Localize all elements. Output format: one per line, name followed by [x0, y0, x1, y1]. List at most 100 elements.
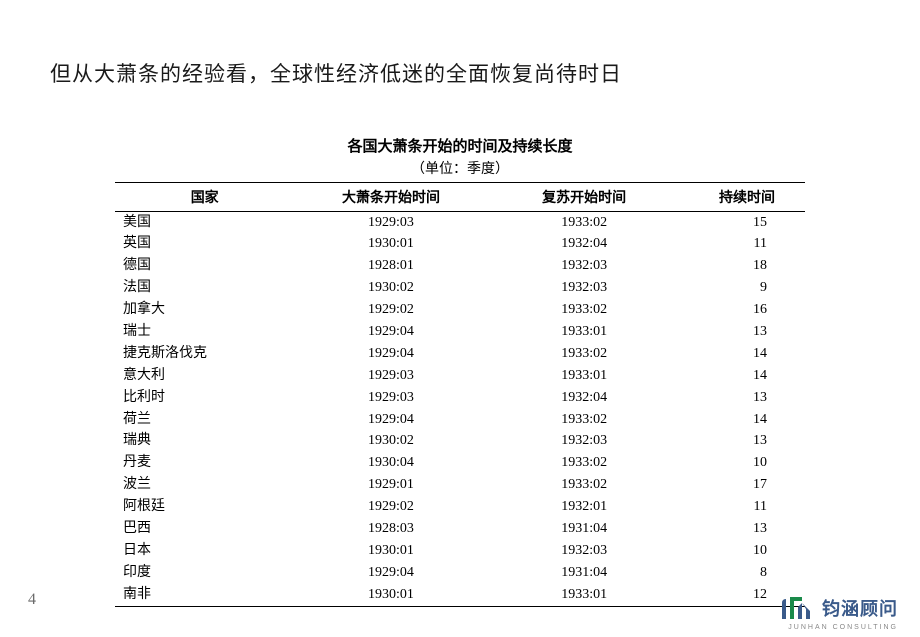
- table-cell: 英国: [115, 234, 294, 256]
- table-row: 南非1930:011933:0112: [115, 584, 805, 606]
- table-container: 各国大萧条开始的时间及持续长度 （单位：季度） 国家 大萧条开始时间 复苏开始时…: [115, 135, 805, 607]
- table-cell: 11: [681, 234, 805, 256]
- col-header-country: 国家: [115, 183, 294, 212]
- table-cell: 1928:01: [294, 256, 487, 278]
- table-cell: 1933:02: [488, 300, 681, 322]
- table-cell: 1929:02: [294, 300, 487, 322]
- table-row: 比利时1929:031932:0413: [115, 387, 805, 409]
- table-cell: 1932:04: [488, 387, 681, 409]
- table-cell: 1930:02: [294, 431, 487, 453]
- table-cell: 13: [681, 431, 805, 453]
- table-cell: 1932:01: [488, 497, 681, 519]
- table-cell: 巴西: [115, 518, 294, 540]
- table-cell: 10: [681, 453, 805, 475]
- table-row: 意大利1929:031933:0114: [115, 365, 805, 387]
- table-cell: 1929:03: [294, 212, 487, 234]
- table-row: 美国1929:031933:0215: [115, 212, 805, 234]
- table-cell: 1932:03: [488, 278, 681, 300]
- brand-logo: 钧涵顾问: [780, 595, 898, 621]
- table-row: 丹麦1930:041933:0210: [115, 453, 805, 475]
- table-cell: 德国: [115, 256, 294, 278]
- logo-text-cn: 钧涵顾问: [822, 595, 898, 621]
- table-cell: 14: [681, 409, 805, 431]
- table-cell: 美国: [115, 212, 294, 234]
- table-cell: 1929:04: [294, 343, 487, 365]
- table-cell: 13: [681, 387, 805, 409]
- table-cell: 瑞典: [115, 431, 294, 453]
- table-cell: 1933:01: [488, 321, 681, 343]
- table-cell: 1933:01: [488, 584, 681, 606]
- table-cell: 1933:02: [488, 453, 681, 475]
- table-cell: 1932:04: [488, 234, 681, 256]
- table-body: 美国1929:031933:0215英国1930:011932:0411德国19…: [115, 212, 805, 607]
- table-cell: 法国: [115, 278, 294, 300]
- table-cell: 意大利: [115, 365, 294, 387]
- table-cell: 14: [681, 365, 805, 387]
- table-row: 印度1929:041931:048: [115, 562, 805, 584]
- table-row: 瑞士1929:041933:0113: [115, 321, 805, 343]
- table-cell: 1933:01: [488, 365, 681, 387]
- table-row: 英国1930:011932:0411: [115, 234, 805, 256]
- table-cell: 阿根廷: [115, 497, 294, 519]
- table-cell: 18: [681, 256, 805, 278]
- table-row: 瑞典1930:021932:0313: [115, 431, 805, 453]
- table-cell: 1933:02: [488, 212, 681, 234]
- table-cell: 1929:01: [294, 475, 487, 497]
- table-cell: 1929:04: [294, 409, 487, 431]
- table-cell: 1931:04: [488, 518, 681, 540]
- table-row: 加拿大1929:021933:0216: [115, 300, 805, 322]
- table-cell: 丹麦: [115, 453, 294, 475]
- table-subtitle: （单位：季度）: [115, 158, 805, 178]
- logo-icon: [780, 595, 818, 621]
- table-cell: 加拿大: [115, 300, 294, 322]
- table-row: 阿根廷1929:021932:0111: [115, 497, 805, 519]
- table-row: 巴西1928:031931:0413: [115, 518, 805, 540]
- table-cell: 波兰: [115, 475, 294, 497]
- table-header-row: 国家 大萧条开始时间 复苏开始时间 持续时间: [115, 183, 805, 212]
- table-cell: 瑞士: [115, 321, 294, 343]
- table-cell: 印度: [115, 562, 294, 584]
- table-cell: 15: [681, 212, 805, 234]
- table-cell: 日本: [115, 540, 294, 562]
- table-row: 捷克斯洛伐克1929:041933:0214: [115, 343, 805, 365]
- table-cell: 14: [681, 343, 805, 365]
- table-cell: 1930:02: [294, 278, 487, 300]
- table-row: 荷兰1929:041933:0214: [115, 409, 805, 431]
- table-cell: 1929:03: [294, 387, 487, 409]
- table-cell: 1929:03: [294, 365, 487, 387]
- table-cell: 荷兰: [115, 409, 294, 431]
- slide-title: 但从大萧条的经验看，全球性经济低迷的全面恢复尚待时日: [50, 58, 622, 88]
- table-cell: 1930:01: [294, 540, 487, 562]
- table-cell: 1932:03: [488, 256, 681, 278]
- logo-text-en: JUNHAN CONSULTING: [788, 624, 898, 631]
- table-cell: 1932:03: [488, 540, 681, 562]
- table-cell: 10: [681, 540, 805, 562]
- table-cell: 南非: [115, 584, 294, 606]
- table-row: 日本1930:011932:0310: [115, 540, 805, 562]
- table-row: 德国1928:011932:0318: [115, 256, 805, 278]
- table-cell: 1932:03: [488, 431, 681, 453]
- table-cell: 1930:04: [294, 453, 487, 475]
- table-cell: 1930:01: [294, 234, 487, 256]
- table-cell: 9: [681, 278, 805, 300]
- table-cell: 1933:02: [488, 409, 681, 431]
- table-cell: 1930:01: [294, 584, 487, 606]
- table-cell: 13: [681, 518, 805, 540]
- table-cell: 1929:04: [294, 562, 487, 584]
- table-cell: 1929:02: [294, 497, 487, 519]
- col-header-duration: 持续时间: [681, 183, 805, 212]
- table-title: 各国大萧条开始的时间及持续长度: [115, 135, 805, 156]
- table-cell: 1931:04: [488, 562, 681, 584]
- table-cell: 13: [681, 321, 805, 343]
- table-cell: 1933:02: [488, 343, 681, 365]
- table-cell: 捷克斯洛伐克: [115, 343, 294, 365]
- table-cell: 1928:03: [294, 518, 487, 540]
- table-cell: 1933:02: [488, 475, 681, 497]
- table-cell: 比利时: [115, 387, 294, 409]
- table-cell: 17: [681, 475, 805, 497]
- col-header-start: 大萧条开始时间: [294, 183, 487, 212]
- page-number: 4: [28, 591, 36, 609]
- table-cell: 11: [681, 497, 805, 519]
- col-header-recovery: 复苏开始时间: [488, 183, 681, 212]
- table-cell: 16: [681, 300, 805, 322]
